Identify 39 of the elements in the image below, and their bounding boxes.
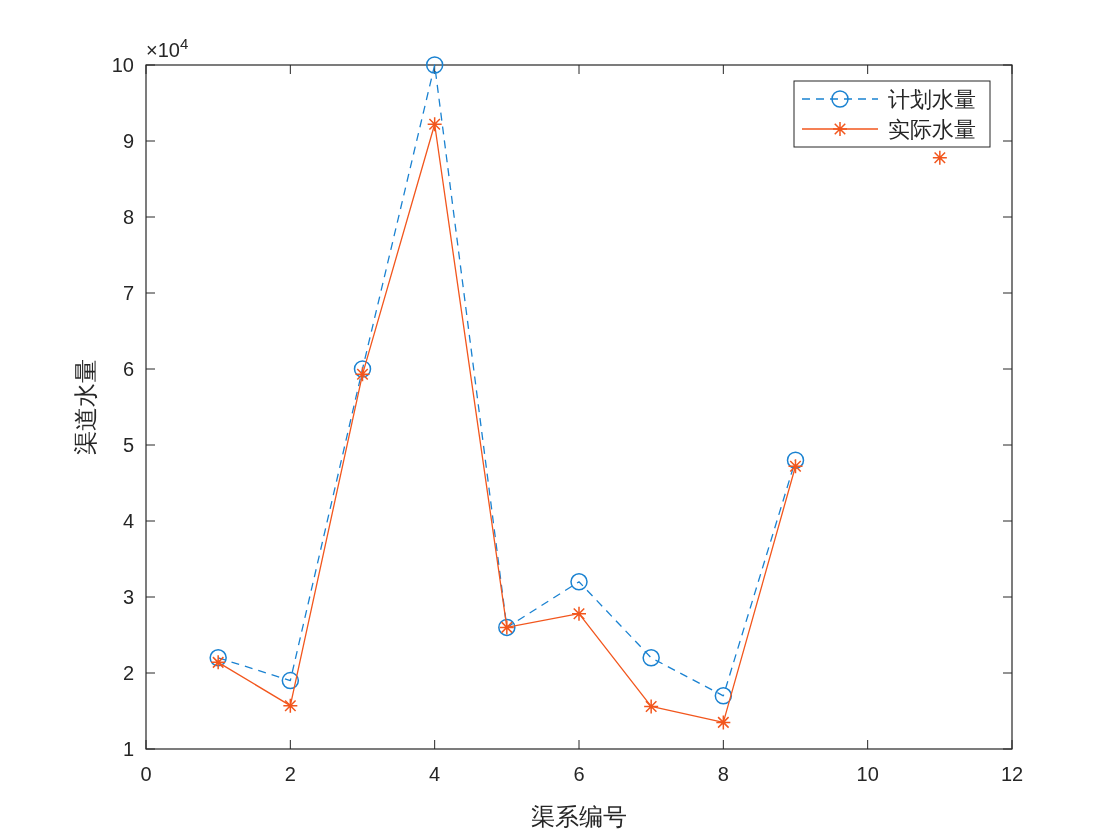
legend-label: 实际水量 xyxy=(888,117,976,142)
point xyxy=(426,116,443,133)
point xyxy=(787,458,804,475)
point xyxy=(714,687,733,705)
x-axis-title: 渠系编号 xyxy=(531,803,627,831)
point xyxy=(570,573,588,591)
point xyxy=(282,697,299,714)
y-axis-title: 渠道水量 xyxy=(72,359,100,455)
point xyxy=(209,649,227,667)
y-tick-label: 4 xyxy=(122,510,134,532)
y-tick-label: 6 xyxy=(122,358,134,380)
point xyxy=(715,714,732,731)
point xyxy=(425,56,444,74)
y-tick-label: 5 xyxy=(122,434,134,456)
text: ×10$^{4}$ xyxy=(146,34,189,61)
x-tick-label: 0 xyxy=(140,763,152,785)
x-tick-label: 2 xyxy=(284,763,296,785)
y-tick-label: 10 xyxy=(111,54,134,76)
point xyxy=(210,654,226,671)
x-tick-label: 12 xyxy=(1000,763,1024,785)
x-tick-label: 4 xyxy=(429,763,441,785)
point xyxy=(786,451,805,469)
y-tick-label: 7 xyxy=(122,282,134,304)
y-tick-label: 8 xyxy=(122,206,134,228)
point xyxy=(571,605,587,622)
point xyxy=(281,671,300,690)
y-tick-label: 3 xyxy=(122,586,134,608)
x-tick-label: 8 xyxy=(717,763,729,785)
point xyxy=(642,649,660,667)
point xyxy=(932,149,948,166)
point xyxy=(353,360,372,378)
point xyxy=(354,366,371,383)
x-tick-label: 6 xyxy=(573,763,585,785)
y-tick-label: 9 xyxy=(122,130,134,152)
legend-label: 计划水量 xyxy=(888,87,976,112)
point xyxy=(643,698,659,715)
y-tick-label: 1 xyxy=(122,738,134,760)
y-tick-label: 2 xyxy=(122,662,134,684)
x-tick-label: 10 xyxy=(856,763,879,785)
